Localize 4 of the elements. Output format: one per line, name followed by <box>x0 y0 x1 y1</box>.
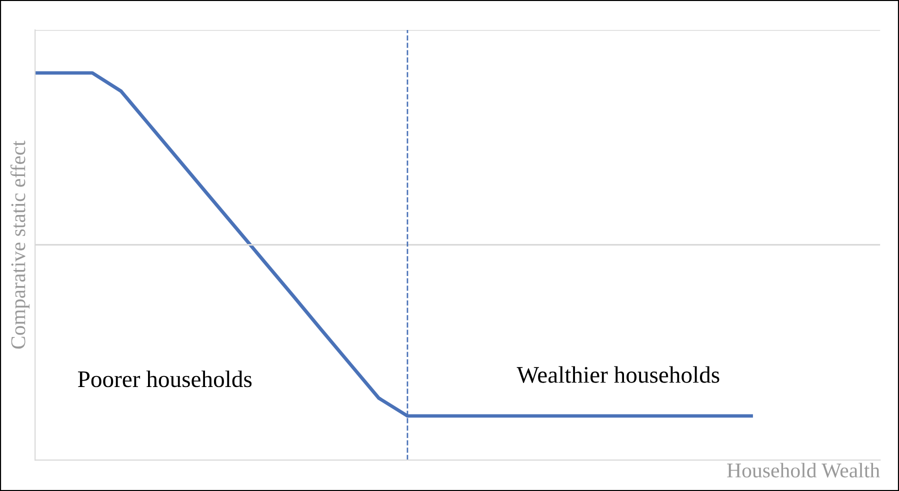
annotation: Poorer households <box>78 370 252 388</box>
annotation: Wealthier households <box>516 366 720 384</box>
x-axis-title: Household Wealth <box>727 462 880 478</box>
y-axis-title: Comparative static effect <box>10 140 30 349</box>
